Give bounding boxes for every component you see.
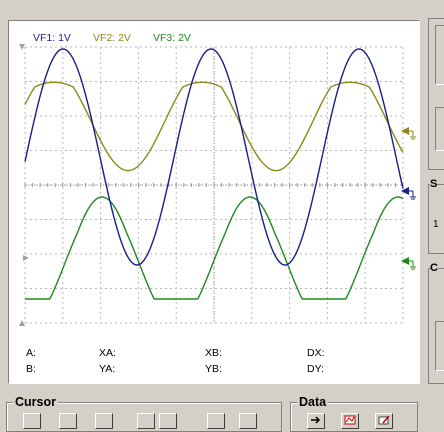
right-groupbox-c: C [428, 262, 444, 384]
trace-legend-vf1: VF1: 1V [33, 32, 71, 44]
left-position-marker-icon [23, 255, 29, 261]
data-groupbox: Data [290, 395, 418, 432]
cursor-right-button[interactable] [159, 413, 177, 429]
load-data-icon[interactable] [307, 413, 325, 429]
right-top-field-2[interactable] [435, 107, 444, 151]
ground-marker-vf2-icon [401, 127, 416, 140]
trace-legend-vf2: VF2: 2V [93, 32, 131, 44]
right-groupbox-top [428, 18, 444, 170]
right-groupbox-s-title: S [430, 178, 438, 190]
cursor-down-button[interactable] [239, 413, 257, 429]
scope-display[interactable]: VF1: 1V VF2: 2V VF3: 2V A: B: XA: YA: XB… [8, 20, 420, 384]
ground-marker-vf1-icon [401, 187, 416, 200]
scope-canvas[interactable] [9, 21, 419, 383]
cursor-left-button[interactable] [137, 413, 155, 429]
data-groupbox-title: Data [297, 395, 329, 409]
readout-xb: XB: [205, 347, 222, 359]
readout-b: B: [26, 363, 36, 375]
readout-yb: YB: [205, 363, 222, 375]
bottom-trigger-marker-icon [19, 320, 25, 326]
scope-traces [24, 48, 404, 300]
right-top-field[interactable] [435, 25, 444, 85]
trace-vf1 [24, 48, 404, 266]
cursor-b-button[interactable] [95, 413, 113, 429]
right-s-item: 1 [433, 219, 439, 230]
readout-dy: DY: [307, 363, 324, 375]
chart-data-icon[interactable] [341, 413, 359, 429]
readout-ya: YA: [99, 363, 116, 375]
readout-xa: XA: [99, 347, 116, 359]
edit-data-icon[interactable] [375, 413, 393, 429]
trace-legend-vf3: VF3: 2V [153, 32, 191, 44]
cursor-groupbox: Cursor [6, 395, 282, 432]
right-groupbox-s: S 1 [428, 178, 444, 254]
readout-dx: DX: [307, 347, 325, 359]
cursor-groupbox-title: Cursor [13, 395, 58, 409]
cursor-up-button[interactable] [207, 413, 225, 429]
top-trigger-marker-icon [19, 44, 25, 50]
ground-marker-vf3-icon [401, 257, 416, 270]
scope-grid [19, 44, 404, 326]
right-groupbox-c-title: C [430, 262, 438, 274]
scope-markers [401, 127, 416, 270]
cursor-a-button[interactable] [59, 413, 77, 429]
right-c-field[interactable] [435, 321, 444, 371]
cursor-mode-button[interactable] [23, 413, 41, 429]
readout-a: A: [26, 347, 36, 359]
trace-vf3 [25, 196, 404, 300]
